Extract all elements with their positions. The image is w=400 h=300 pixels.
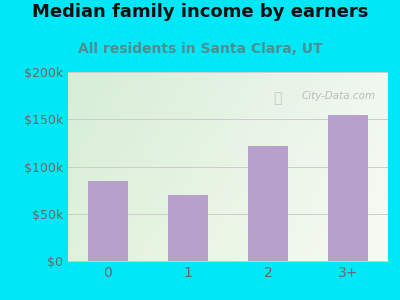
Bar xyxy=(328,115,368,261)
Bar xyxy=(88,181,128,261)
Text: All residents in Santa Clara, UT: All residents in Santa Clara, UT xyxy=(78,42,322,56)
Text: Median family income by earners: Median family income by earners xyxy=(32,3,368,21)
Bar xyxy=(248,146,288,261)
Text: ⓘ: ⓘ xyxy=(273,91,281,105)
Bar xyxy=(168,195,208,261)
Text: City-Data.com: City-Data.com xyxy=(301,91,375,101)
